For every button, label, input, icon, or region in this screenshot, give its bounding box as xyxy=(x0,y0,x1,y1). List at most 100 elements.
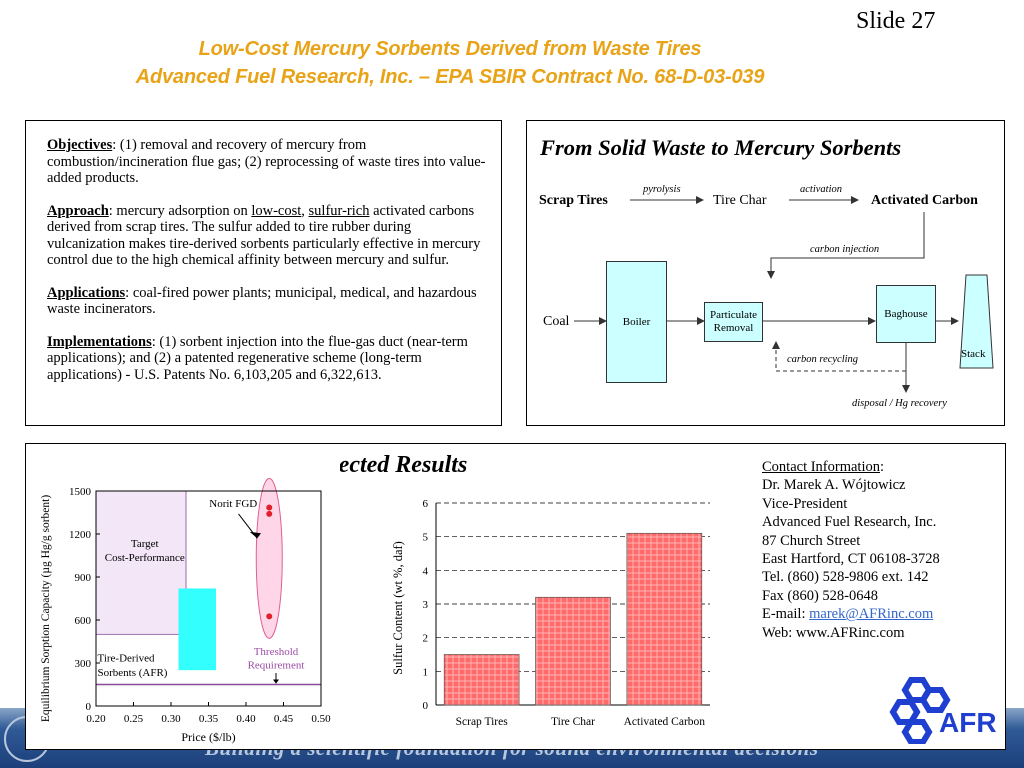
approach-sulfur-rich: sulfur-rich xyxy=(308,202,370,219)
target-region xyxy=(95,490,187,635)
sorption-x-tick-4: 0.40 xyxy=(236,713,256,725)
norit-label: Norit FGD xyxy=(209,498,257,510)
bar-1 xyxy=(535,596,611,706)
sorption-y-tick-4: 1200 xyxy=(69,529,92,541)
contact-heading-line: Contact Information: xyxy=(762,458,1002,476)
flow-disposal: disposal / Hg recovery xyxy=(852,398,947,409)
contact-heading-colon: : xyxy=(879,459,885,475)
contact-email-link[interactable]: marek@AFRinc.com xyxy=(809,606,934,623)
objectives-paragraph: Objectives: (1) removal and recovery of … xyxy=(47,137,492,187)
applications-label: Applications xyxy=(47,284,126,301)
target-label-2: Cost-Performance xyxy=(105,552,185,564)
threshold-label-2: Requirement xyxy=(248,660,305,672)
flow-boiler-box: Boiler xyxy=(606,261,667,383)
flow-boiler-label: Boiler xyxy=(622,316,651,328)
approach-low-cost: low-cost xyxy=(251,202,302,219)
sorption-x-label: Price ($/lb) xyxy=(181,730,235,744)
implementations-body: : (1) sorbent injection into the flue-ga… xyxy=(47,333,468,383)
contact-heading: Contact Information xyxy=(762,459,880,475)
threshold-pointer-head xyxy=(273,679,279,684)
sorption-x-tick-5: 0.45 xyxy=(274,713,294,725)
sorption-y-label: Equilibrium Sorption Capacity (µg Hg/g s… xyxy=(40,495,52,723)
contact-company: Advanced Fuel Research, Inc. xyxy=(762,514,937,531)
contact-web: Web: www.AFRinc.com xyxy=(762,624,905,641)
flow-particulate-box: Particulate Removal xyxy=(704,302,763,342)
flow-activated-carbon: Activated Carbon xyxy=(871,193,978,208)
flow-carbon-recycling: carbon recycling xyxy=(787,354,859,365)
tds-label-2: Sorbents (AFR) xyxy=(98,667,168,679)
contact-city: East Hartford, CT 06108-3728 xyxy=(762,551,940,568)
implementations-label: Implementations xyxy=(47,333,152,350)
contact-fax: Fax (860) 528-0648 xyxy=(762,587,878,604)
sorption-x-tick-0: 0.20 xyxy=(86,713,106,725)
bar-y-tick-2: 2 xyxy=(423,633,429,645)
flow-carbon-injection: carbon injection xyxy=(810,244,880,255)
contact-email-label: E-mail: xyxy=(762,606,810,623)
flow-baghouse-label: Baghouse xyxy=(884,308,928,320)
applications-paragraph: Applications: coal-fired power plants; m… xyxy=(47,285,492,318)
threshold-label-1: Threshold xyxy=(254,646,299,658)
objectives-label: Objectives xyxy=(47,137,113,153)
norit-point-2 xyxy=(266,613,273,620)
sorption-y-tick-1: 300 xyxy=(75,658,92,670)
contact-info: Contact Information: Dr. Marek A. Wójtow… xyxy=(762,458,1002,642)
flow-particulate-label-2: Removal xyxy=(713,322,754,334)
bar-y-tick-5: 5 xyxy=(423,532,429,544)
flow-title: From Solid Waste to Mercury Sorbents xyxy=(540,135,902,160)
contact-tel: Tel. (860) 528-9806 ext. 142 xyxy=(762,569,929,586)
bar-category-2: Activated Carbon xyxy=(624,716,706,728)
sorption-capacity-chart: 0.20 0.25 0.30 0.35 0.40 0.45 0.50 0 300 600 900 12… xyxy=(35,455,340,745)
bar-y-tick-1: 1 xyxy=(423,666,429,678)
sorption-x-tick-3: 0.35 xyxy=(199,713,219,725)
sorption-y-tick-2: 600 xyxy=(75,615,92,627)
bar-y-tick-6: 6 xyxy=(423,498,429,510)
sorption-x-tick-6: 0.50 xyxy=(311,713,331,725)
tds-label-1: Tire-Derived xyxy=(98,653,156,665)
slide-number: Slide 27 xyxy=(856,8,936,34)
sorption-x-tick-1: 0.25 xyxy=(124,713,144,725)
applications-body: : coal-fired power plants; municipal, me… xyxy=(47,284,477,318)
approach-body-3: activated carbons derived from scrap tir… xyxy=(47,202,481,269)
flow-coal: Coal xyxy=(543,314,570,329)
flow-tire-char: Tire Char xyxy=(713,193,767,208)
stack-shape xyxy=(959,274,994,369)
flow-diagram-arrows xyxy=(574,196,994,393)
sorption-x-tick-2: 0.30 xyxy=(161,713,181,725)
contact-email-line: E-mail: marek@AFRinc.com xyxy=(762,605,1002,623)
bar-2 xyxy=(626,532,703,706)
slide-title-line-2: Advanced Fuel Research, Inc. – EPA SBIR … xyxy=(135,66,765,88)
bar-y-tick-3: 3 xyxy=(423,599,429,611)
sorption-y-tick-0: 0 xyxy=(86,701,92,713)
objectives-text: Objectives: (1) removal and recovery of … xyxy=(47,137,492,399)
sulfur-content-chart: 0 1 2 3 4 5 6 Scrap Tires Tire Char Activated Car… xyxy=(384,492,734,734)
objectives-body: : (1) removal and recovery of mercury fr… xyxy=(47,137,486,186)
tire-derived-sorbents-region xyxy=(178,588,216,671)
flow-baghouse-box: Baghouse xyxy=(876,285,936,343)
approach-paragraph: Approach: mercury adsorption on low-cost… xyxy=(47,203,492,269)
contact-street: 87 Church Street xyxy=(762,532,861,549)
afr-logo-icon: AFR xyxy=(889,677,997,745)
approach-body-2: , xyxy=(301,202,309,219)
approach-label: Approach xyxy=(47,202,109,219)
slide-title-line-1: Low-Cost Mercury Sorbents Derived from W… xyxy=(198,38,702,60)
objectives-panel xyxy=(25,120,502,426)
flow-stack: Stack xyxy=(961,348,986,360)
bar-0 xyxy=(443,654,520,706)
bar-y-tick-4: 4 xyxy=(423,565,429,577)
bar-y-label: Sulfur Content (wt %, daf) xyxy=(391,541,405,675)
flow-diagram-panel xyxy=(526,120,1005,426)
flow-scrap-tires: Scrap Tires xyxy=(539,193,608,208)
carbon-injection-arrow xyxy=(767,212,925,279)
target-label-1: Target xyxy=(131,538,159,550)
sorption-y-tick-3: 900 xyxy=(75,572,92,584)
bar-category-0: Scrap Tires xyxy=(456,716,509,728)
norit-pointer-head xyxy=(249,531,261,539)
implementations-paragraph: Implementations: (1) sorbent injection i… xyxy=(47,334,492,384)
sorption-y-tick-5: 1500 xyxy=(69,486,92,498)
flow-particulate-label-1: Particulate xyxy=(709,309,758,321)
contact-position: Vice-President xyxy=(762,495,848,512)
bar-y-tick-0: 0 xyxy=(423,700,429,712)
norit-point-0 xyxy=(266,504,273,511)
flow-pyrolysis: pyrolysis xyxy=(643,184,681,195)
afr-logo-text: AFR xyxy=(939,707,997,738)
